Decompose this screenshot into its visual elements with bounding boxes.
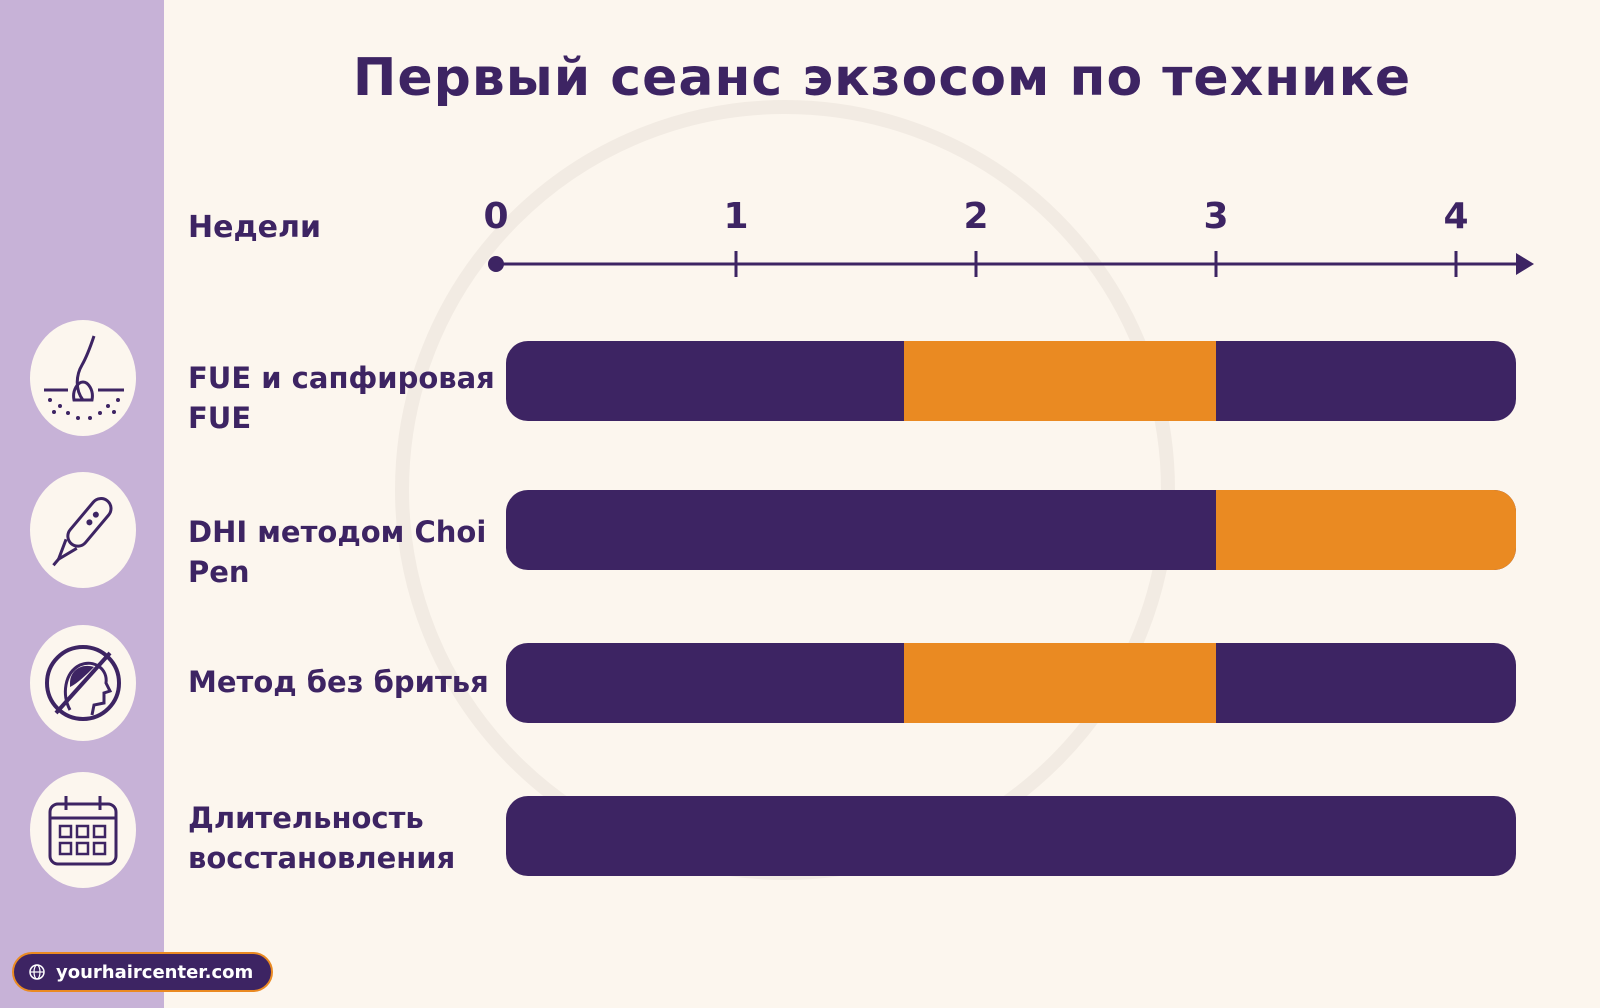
- x-axis-label: Недели: [188, 210, 322, 245]
- x-axis-arrow: [1516, 253, 1534, 275]
- row-label-recovery: Длительность восстановления: [188, 801, 456, 875]
- globe-icon: [29, 964, 45, 980]
- x-tick-label: 3: [1203, 196, 1228, 237]
- row-label-dhi: DHI методом Choi Pen: [188, 515, 487, 589]
- site-url: yourhaircenter.com: [56, 961, 254, 983]
- choi-pen-icon: [52, 497, 113, 567]
- bar-highlight: [1216, 490, 1516, 570]
- row-label-fue: FUE и сапфировая FUE: [188, 361, 495, 435]
- x-tick-label: 2: [963, 196, 988, 237]
- bar-highlight: [904, 643, 1216, 723]
- x-tick-label: 4: [1443, 196, 1468, 237]
- calendar-icon: [48, 796, 118, 866]
- x-axis-origin: [488, 256, 504, 272]
- choi-pen-icon-circle: [30, 472, 136, 588]
- bar-highlight: [904, 341, 1216, 421]
- hair-follicle-icon: [44, 335, 124, 420]
- page-title: Первый сеанс экзосом по технике: [352, 48, 1412, 108]
- x-tick-label: 0: [483, 196, 508, 237]
- hair-follicle-icon-circle: [30, 320, 136, 436]
- site-badge[interactable]: yourhaircenter.com: [12, 952, 274, 992]
- sidebar: yourhaircenter.com: [0, 0, 274, 1008]
- no-shave-icon: [45, 645, 121, 721]
- row-label-no-shave: Метод без бритья: [188, 665, 489, 699]
- calendar-icon-circle: [30, 772, 136, 888]
- x-tick-label: 1: [723, 196, 748, 237]
- no-shave-icon-circle: [30, 625, 136, 741]
- bar-base: [506, 796, 1516, 876]
